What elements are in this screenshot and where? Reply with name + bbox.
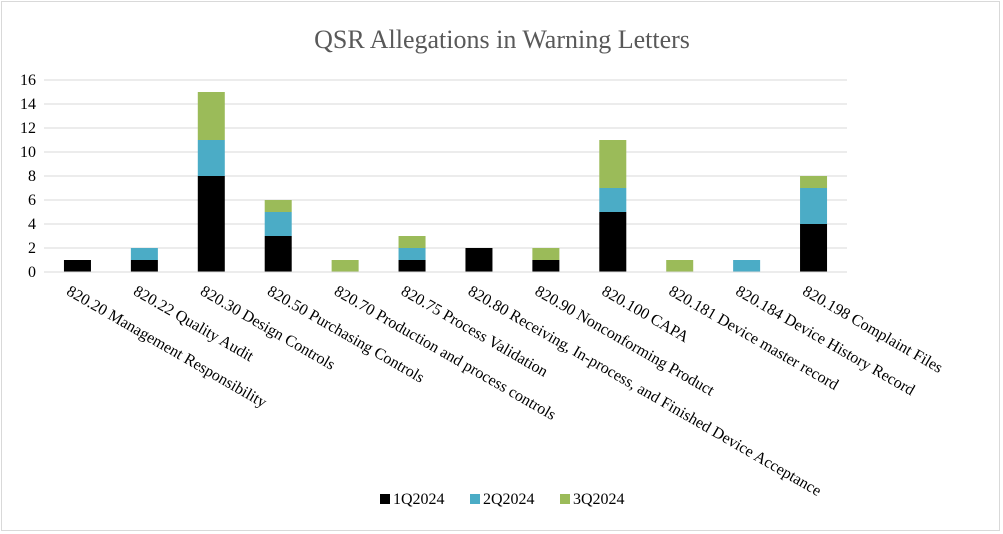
bar-3Q2024-4	[331, 260, 359, 272]
bars	[63, 92, 828, 272]
bar-2Q2024-3	[264, 212, 292, 236]
y-tick-label: 10	[20, 144, 36, 161]
bar-3Q2024-7	[532, 248, 560, 260]
bar-3Q2024-3	[264, 200, 292, 212]
legend-swatch-3Q2024	[560, 494, 570, 504]
y-axis-tick-labels: 0 2 4 6 8 10 12 14 16	[20, 72, 36, 281]
y-tick-label: 2	[28, 240, 36, 257]
bar-1Q2024-0	[63, 260, 91, 272]
bar-3Q2024-9	[666, 260, 694, 272]
bar-3Q2024-8	[599, 140, 627, 188]
gridlines	[44, 79, 847, 249]
y-tick-label: 12	[20, 120, 36, 137]
bar-1Q2024-8	[599, 212, 627, 272]
bar-2Q2024-11	[800, 188, 828, 224]
legend-label: 3Q2024	[573, 491, 625, 508]
y-tick-label: 8	[28, 168, 36, 185]
chart-title: QSR Allegations in Warning Letters	[314, 25, 690, 54]
bar-1Q2024-7	[532, 260, 560, 272]
bar-2Q2024-2	[197, 140, 225, 176]
y-tick-label: 6	[28, 192, 36, 209]
y-tick-label: 14	[20, 96, 36, 113]
y-tick-label: 0	[28, 264, 36, 281]
legend-swatch-2Q2024	[470, 494, 480, 504]
bar-2Q2024-1	[130, 248, 158, 260]
bar-3Q2024-5	[398, 236, 426, 248]
y-tick-label: 4	[28, 216, 36, 233]
legend-label: 1Q2024	[393, 491, 445, 508]
legend-label: 2Q2024	[483, 491, 535, 508]
bar-1Q2024-11	[800, 224, 828, 272]
y-tick-label: 16	[20, 72, 36, 89]
bar-2Q2024-8	[599, 188, 627, 212]
bar-3Q2024-11	[800, 176, 828, 188]
bar-1Q2024-2	[197, 176, 225, 272]
bar-2Q2024-5	[398, 248, 426, 260]
bar-3Q2024-2	[197, 92, 225, 140]
legend: 1Q2024 2Q2024 3Q2024	[380, 491, 625, 508]
bar-1Q2024-5	[398, 260, 426, 272]
bar-2Q2024-10	[733, 260, 761, 272]
bar-1Q2024-1	[130, 260, 158, 272]
bar-1Q2024-6	[465, 248, 493, 272]
bar-1Q2024-3	[264, 236, 292, 272]
legend-swatch-1Q2024	[380, 494, 390, 504]
